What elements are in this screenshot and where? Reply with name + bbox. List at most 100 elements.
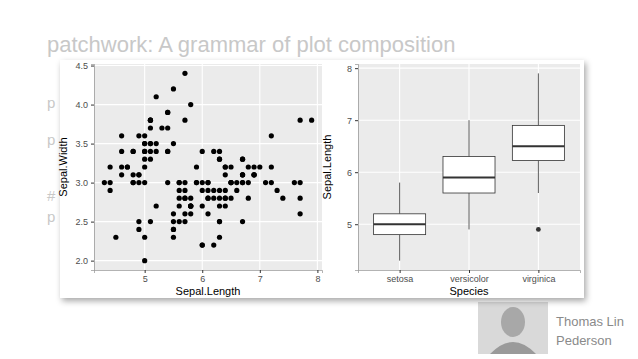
point	[165, 149, 170, 154]
whisker-upper	[399, 183, 400, 214]
point	[200, 242, 205, 247]
point	[200, 242, 205, 247]
y-axis: 2.02.53.03.54.04.5	[75, 61, 94, 271]
point	[217, 219, 222, 224]
point	[298, 180, 303, 185]
point	[131, 172, 136, 177]
point	[217, 157, 222, 162]
photo-bg	[478, 302, 548, 354]
point	[223, 188, 228, 193]
tick-mark	[538, 270, 539, 273]
tick-mark	[91, 66, 94, 67]
point	[148, 157, 153, 162]
point	[217, 203, 222, 208]
point	[205, 196, 210, 201]
point	[142, 149, 147, 154]
point	[269, 133, 274, 138]
grid	[358, 64, 580, 270]
point	[108, 164, 113, 169]
grid-line	[538, 64, 539, 270]
point	[171, 227, 176, 232]
point	[217, 149, 222, 154]
tick: setosa	[387, 270, 414, 284]
point	[217, 235, 222, 240]
box-body	[443, 157, 495, 193]
point	[131, 149, 136, 154]
tick-label: 8	[315, 274, 320, 284]
x-axis: 5678	[95, 270, 323, 284]
point	[246, 196, 251, 201]
point	[251, 172, 256, 177]
grid-line	[202, 64, 203, 270]
point	[228, 180, 233, 185]
whisker-lower	[538, 160, 539, 193]
point	[182, 71, 187, 76]
point	[223, 164, 228, 169]
point	[292, 180, 297, 185]
tick-label: 3.0	[75, 178, 88, 188]
point	[200, 188, 205, 193]
point	[211, 149, 216, 154]
point	[177, 196, 182, 201]
grid-line	[94, 221, 322, 222]
point	[113, 235, 118, 240]
point	[108, 180, 113, 185]
tick-label: 2.0	[75, 256, 88, 266]
plot-background	[358, 64, 580, 270]
point	[165, 110, 170, 115]
point	[142, 141, 147, 146]
tick-mark	[91, 183, 94, 184]
tick-label: 5	[347, 220, 352, 230]
point	[136, 180, 141, 185]
tick-mark	[355, 172, 358, 173]
box-chart: setosaversicolorvirginica5678SpeciesSepa…	[321, 64, 581, 297]
whisker-lower	[399, 235, 400, 261]
point	[136, 172, 141, 177]
tick-label: 7	[347, 116, 352, 126]
point	[188, 203, 193, 208]
author-photo	[478, 302, 548, 354]
tick: 2.0	[75, 256, 94, 266]
author-name: Pederson	[556, 333, 612, 348]
point	[188, 203, 193, 208]
point	[182, 180, 187, 185]
tick: 5	[347, 220, 358, 230]
point	[165, 125, 170, 130]
point	[205, 196, 210, 201]
whisker-upper	[469, 120, 470, 156]
tick: 3.0	[75, 178, 94, 188]
point	[131, 180, 136, 185]
point	[182, 211, 187, 216]
point	[211, 188, 216, 193]
point	[142, 164, 147, 169]
points	[102, 71, 314, 263]
point	[274, 188, 279, 193]
point	[269, 164, 274, 169]
point	[171, 86, 176, 91]
tick-label: 6	[347, 168, 352, 178]
point	[240, 172, 245, 177]
point	[240, 172, 245, 177]
point	[154, 149, 159, 154]
point	[165, 149, 170, 154]
y-axis: 5678	[347, 64, 359, 271]
y-axis-title: Sepal.Length	[321, 135, 333, 200]
point	[148, 125, 153, 130]
point	[223, 172, 228, 177]
box-body	[512, 125, 564, 160]
point	[142, 235, 147, 240]
tick-mark	[317, 270, 318, 273]
point	[125, 164, 130, 169]
point	[154, 203, 159, 208]
point	[280, 196, 285, 201]
point	[165, 110, 170, 115]
point	[142, 133, 147, 138]
bullet-fragment: p	[47, 131, 55, 148]
point	[154, 94, 159, 99]
tick-mark	[355, 120, 358, 121]
tick-label: 7	[258, 274, 263, 284]
tick: virginica	[522, 270, 555, 284]
tick-mark	[91, 144, 94, 145]
tick: 5	[143, 270, 148, 284]
axis-line	[95, 271, 323, 274]
